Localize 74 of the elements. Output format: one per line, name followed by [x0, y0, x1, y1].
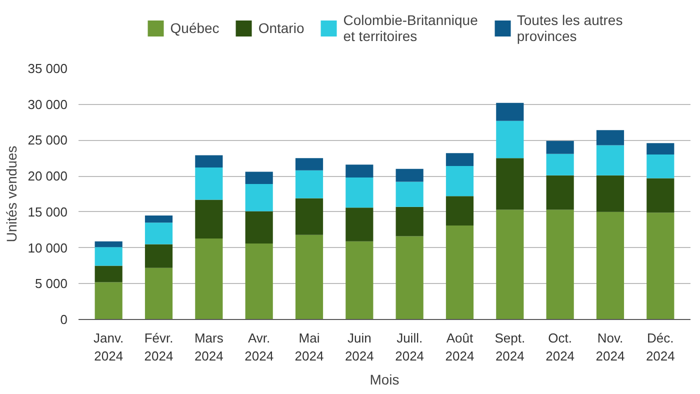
y-tick-label: 15 000: [28, 204, 68, 220]
bar: [195, 238, 223, 320]
bar: [346, 208, 374, 242]
bar: [646, 143, 674, 155]
x-tick-label: Févr. 2024: [144, 330, 174, 364]
bar: [546, 140, 574, 154]
bar: [195, 155, 223, 168]
bar: [546, 210, 574, 320]
bar: [346, 164, 374, 178]
bar: [546, 175, 574, 210]
bar: [596, 175, 624, 212]
legend-label: Colombie-Britannique et territoires: [343, 11, 478, 45]
bar: [646, 178, 674, 213]
bar: [496, 210, 524, 320]
bar: [596, 212, 624, 320]
y-tick-label: 35 000: [28, 61, 68, 76]
bar: [346, 178, 374, 208]
bar: [245, 172, 273, 184]
bar: [496, 158, 524, 210]
y-tick-label: 30 000: [28, 96, 68, 112]
bar: [446, 196, 474, 226]
y-axis-title: Unités vendues: [4, 146, 20, 242]
bar: [94, 266, 122, 282]
bar: [496, 102, 524, 121]
bar: [646, 154, 674, 178]
bar: [245, 184, 273, 212]
bar: [144, 216, 173, 223]
bar: [94, 282, 122, 320]
bar: [596, 145, 624, 176]
legend-label: Ontario: [258, 19, 304, 38]
x-axis-title: Mois: [370, 372, 400, 388]
bar: [295, 198, 324, 235]
bar: [94, 241, 122, 248]
bar: [195, 200, 223, 238]
x-tick-label: Juin 2024: [344, 330, 374, 364]
bar: [446, 166, 474, 196]
bar: [245, 211, 273, 244]
x-tick-label: Juill. 2024: [395, 330, 424, 364]
bar: [646, 212, 674, 320]
bar: [396, 236, 424, 320]
bar: [346, 241, 374, 320]
bar: [144, 222, 173, 244]
y-tick-label: 0: [60, 312, 68, 327]
x-tick-label: Janv. 2024: [94, 330, 124, 364]
bar: [546, 154, 574, 176]
x-tick-label: Août 2024: [445, 330, 474, 364]
bar: [295, 158, 324, 170]
legend-label: Québec: [170, 19, 220, 38]
x-tick-label: Sept. 2024: [494, 330, 526, 364]
y-tick-label: 5 000: [34, 276, 68, 292]
y-tick-label: 10 000: [28, 240, 68, 256]
x-tick-label: Mars 2024: [194, 330, 224, 364]
bar: [446, 226, 474, 320]
x-tick-label: Déc. 2024: [646, 330, 675, 364]
y-tick-label: 25 000: [28, 132, 68, 148]
bar: [396, 182, 424, 207]
bar: [396, 168, 424, 182]
bar: [496, 120, 524, 158]
x-tick-label: Mai 2024: [294, 330, 324, 364]
bar: [396, 206, 424, 236]
bar: [446, 153, 474, 166]
x-tick-label: Nov. 2024: [596, 330, 625, 364]
bar: [195, 167, 223, 200]
y-tick-label: 20 000: [28, 168, 68, 184]
bar: [144, 268, 173, 320]
bar: [94, 247, 122, 266]
bar: [144, 244, 173, 268]
x-tick-label: Avr. 2024: [244, 330, 274, 364]
bar: [596, 130, 624, 146]
x-tick-label: Oct. 2024: [546, 330, 575, 364]
bar: [245, 243, 273, 320]
bar: [295, 170, 324, 198]
legend-label: Toutes les autres provinces: [516, 11, 623, 45]
bar: [295, 234, 324, 320]
